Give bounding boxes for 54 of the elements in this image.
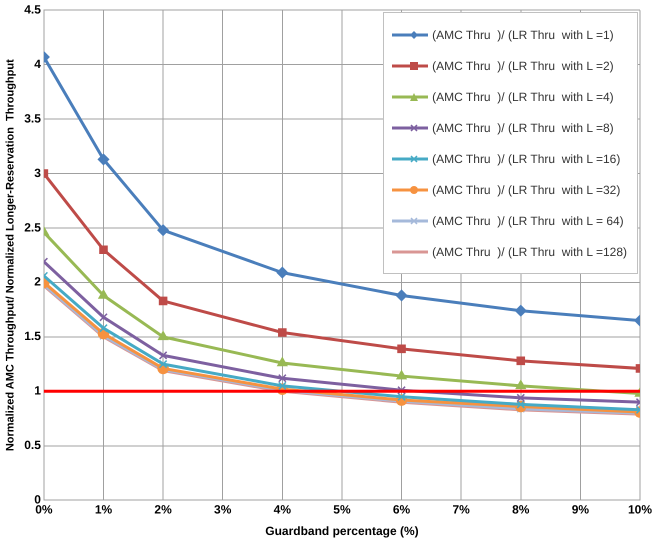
point [516,400,526,409]
y-tick-label: 4.5 [24,2,42,17]
y-tick-label: 2.5 [24,220,42,234]
x-axis-title: Guardband percentage (%) [265,524,419,538]
point [99,245,108,254]
x-tick-label: 0% [35,502,53,517]
point [278,382,287,390]
point [98,154,110,166]
x-tick-label: 9% [572,502,590,517]
legend-label: (AMC Thru )/ (LR Thru with L =2) [432,58,614,73]
point [516,394,526,402]
x-tick-label: 8% [512,502,530,517]
x-tick-label: 5% [333,502,351,517]
point [158,331,168,340]
legend-label: (AMC Thru )/ (LR Thru with L =4) [432,90,614,104]
x-tick-label: 3% [214,502,232,517]
point [157,224,169,236]
point [516,380,526,390]
point [396,370,407,380]
point [278,374,287,383]
x-tick-label: 4% [274,502,292,517]
point [158,351,168,360]
legend-label: (AMC Thru )/ (LR Thru with L =128) [432,244,627,259]
point [99,324,108,332]
legend-label: (AMC Thru )/ (LR Thru with L =8) [432,120,614,135]
legend-label: (AMC Thru )/ (LR Thru with L =32) [432,182,620,197]
point [158,360,168,368]
y-tick-label: 4 [34,56,42,71]
x-tick-label: 2% [154,502,172,517]
point [515,304,527,316]
point [277,357,288,366]
y-tick-label: 1 [34,384,42,398]
x-tick-label: 10% [628,502,652,517]
y-tick-label: 3 [34,166,42,180]
legend-label: (AMC Thru )/ (LR Thru with L = 64) [432,214,624,228]
y-tick-label: 1.5 [24,329,42,344]
point [276,266,288,278]
y-axis-title: Normalized AMC Throughput/ Normalized Longer-Reservation Throughput [4,58,17,452]
y-tick-label: 3.5 [24,111,42,126]
x-tick-label: 7% [452,502,470,517]
point [397,344,406,354]
x-tick-label: 1% [94,502,112,517]
legend-label: (AMC Thru )/ (LR Thru with L =16) [432,152,620,166]
point [158,296,168,306]
point [99,312,108,322]
point [396,290,408,302]
legend-label: (AMC Thru )/ (LR Thru with L =1) [432,28,614,42]
point [98,290,109,299]
point [397,386,406,395]
point [278,328,287,337]
y-tick-label: 2 [34,274,42,289]
point [516,356,526,366]
y-tick-label: 0.5 [24,438,42,452]
x-tick-label: 6% [392,502,411,517]
